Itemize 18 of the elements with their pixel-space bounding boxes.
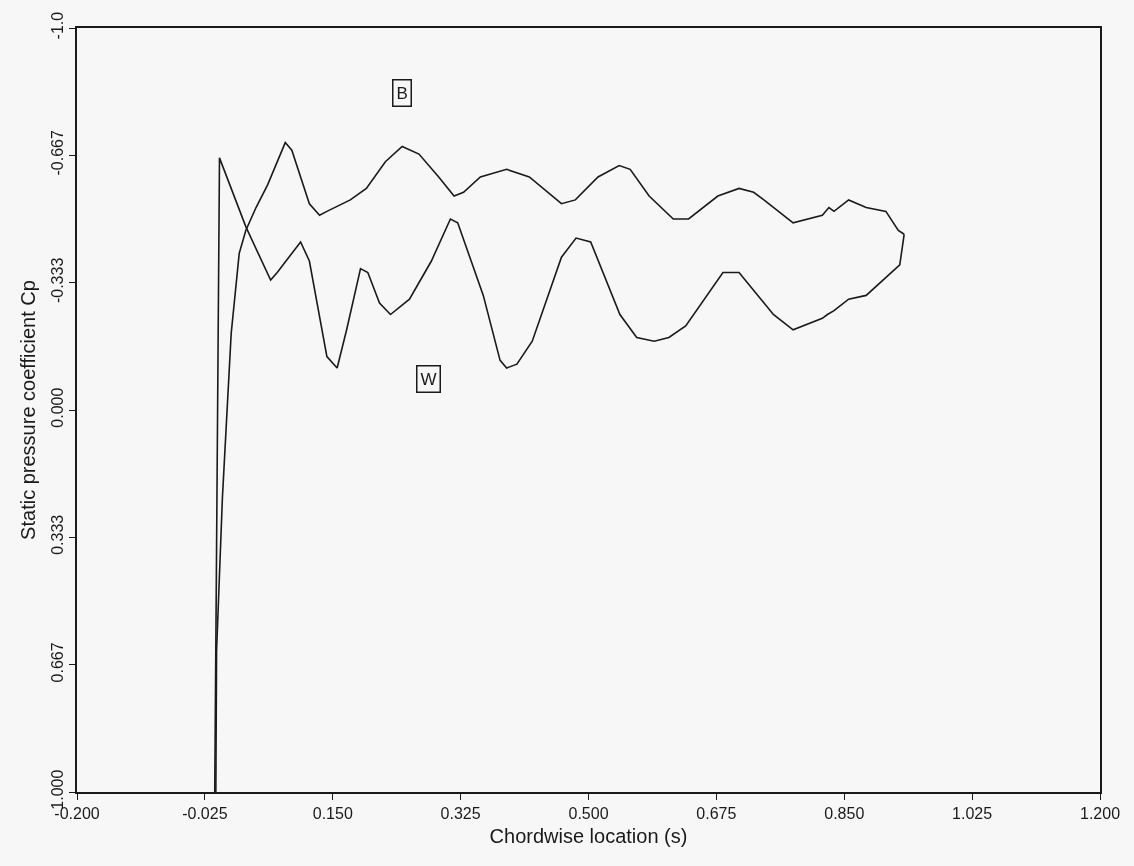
- annotation: B: [396, 83, 408, 103]
- x-tick-label: 0.500: [568, 804, 609, 822]
- x-tick-label: 0.150: [312, 804, 353, 822]
- annotation: W: [420, 369, 437, 389]
- x-tick-label: 1.025: [952, 804, 993, 822]
- y-tick-label: 0.000: [48, 387, 66, 428]
- y-axis-title: Static pressure coefficient Cp: [16, 280, 39, 540]
- y-tick-label: -0.667: [48, 130, 66, 176]
- x-tick-label: 0.325: [440, 804, 481, 822]
- x-axis-title: Chordwise location (s): [489, 824, 688, 847]
- y-tick-label: 0.333: [48, 514, 66, 555]
- y-tick-label: -0.333: [48, 257, 66, 304]
- x-tick-label: 1.200: [1079, 804, 1121, 822]
- y-tick-label: 0.667: [48, 642, 66, 683]
- x-tick-label: -0.025: [182, 804, 228, 822]
- x-tick-label: 0.675: [696, 804, 737, 822]
- x-tick-label: 0.850: [824, 804, 865, 822]
- y-tick-label: -1.0: [48, 11, 66, 40]
